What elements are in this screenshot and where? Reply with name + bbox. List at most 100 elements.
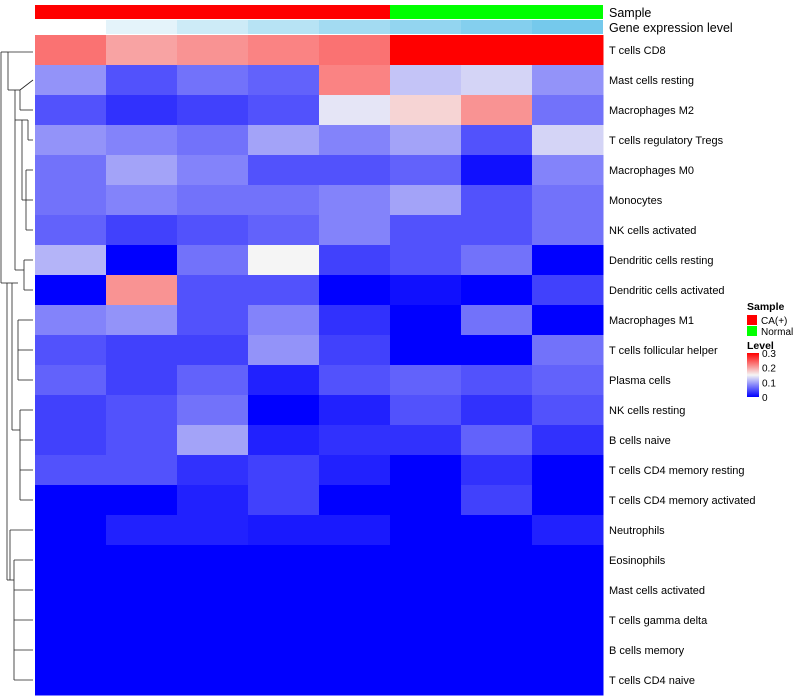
annotation-cell-0-7 [532, 5, 603, 19]
heatmap-cell-8-1 [106, 275, 178, 306]
heatmap-cell-3-2 [177, 125, 249, 156]
heatmap-cell-8-0 [35, 275, 107, 306]
heatmap-cell-2-2 [177, 95, 249, 126]
heatmap-cell-9-6 [461, 305, 533, 336]
heatmap-cell-4-5 [390, 155, 462, 186]
legend-tick: 0 [762, 393, 768, 404]
heatmap-cell-9-7 [532, 305, 604, 336]
heatmap-cell-3-4 [319, 125, 391, 156]
heatmap-cell-6-2 [177, 215, 249, 246]
heatmap-cell-10-7 [532, 335, 604, 366]
heatmap-cell-15-5 [390, 485, 462, 516]
heatmap-cell-2-3 [248, 95, 320, 126]
row-label: Dendritic cells resting [609, 255, 714, 267]
annotation-cell-0-5 [390, 5, 461, 19]
heatmap-cell-15-4 [319, 485, 391, 516]
heatmap-cell-20-6 [461, 635, 533, 666]
heatmap-cell-4-3 [248, 155, 320, 186]
heatmap-cell-10-1 [106, 335, 178, 366]
heatmap-cell-8-3 [248, 275, 320, 306]
heatmap-cell-7-3 [248, 245, 320, 276]
heatmap-cell-4-4 [319, 155, 391, 186]
heatmap-cell-21-1 [106, 665, 178, 696]
heatmap-cell-3-3 [248, 125, 320, 156]
heatmap-cell-7-6 [461, 245, 533, 276]
row-label: Dendritic cells activated [609, 285, 725, 297]
annotation-label-1: Gene expression level [609, 21, 733, 35]
heatmap-cell-21-2 [177, 665, 249, 696]
heatmap-cell-13-2 [177, 425, 249, 456]
legend-level-title: Level [747, 340, 774, 352]
annotation-cell-0-6 [461, 5, 532, 19]
heatmap-cell-17-2 [177, 545, 249, 576]
heatmap-cell-14-4 [319, 455, 391, 486]
heatmap-cell-11-5 [390, 365, 462, 396]
heatmap-cell-5-1 [106, 185, 178, 216]
heatmap-cell-2-4 [319, 95, 391, 126]
row-label: NK cells resting [609, 405, 685, 417]
annotation-cell-1-6 [461, 20, 532, 34]
row-label: T cells gamma delta [609, 615, 708, 627]
row-label: NK cells activated [609, 225, 696, 237]
heatmap-cell-12-7 [532, 395, 604, 426]
heatmap-cell-2-7 [532, 95, 604, 126]
heatmap-cell-21-5 [390, 665, 462, 696]
heatmap-cell-14-3 [248, 455, 320, 486]
heatmap-cell-0-1 [106, 35, 178, 66]
heatmap-cell-0-4 [319, 35, 391, 66]
heatmap-cell-3-5 [390, 125, 462, 156]
heatmap-cell-17-0 [35, 545, 107, 576]
heatmap-cell-12-4 [319, 395, 391, 426]
heatmap-cell-10-4 [319, 335, 391, 366]
heatmap-cell-1-0 [35, 65, 107, 96]
heatmap-cell-0-3 [248, 35, 320, 66]
heatmap-cell-1-7 [532, 65, 604, 96]
heatmap-cell-16-0 [35, 515, 107, 546]
annotation-cell-1-0 [35, 20, 106, 34]
legend-tick: 0.3 [762, 349, 776, 360]
heatmap-cell-21-0 [35, 665, 107, 696]
heatmap-cell-4-6 [461, 155, 533, 186]
heatmap-cell-0-0 [35, 35, 107, 66]
heatmap-cell-15-6 [461, 485, 533, 516]
heatmap-cell-11-3 [248, 365, 320, 396]
row-label: Plasma cells [609, 375, 671, 387]
heatmap-cell-0-5 [390, 35, 462, 66]
heatmap-cell-12-1 [106, 395, 178, 426]
heatmap-cell-0-6 [461, 35, 533, 66]
heatmap-cell-20-0 [35, 635, 107, 666]
legend-tick: 0.2 [762, 364, 776, 375]
heatmap-cell-18-1 [106, 575, 178, 606]
heatmap-cell-17-1 [106, 545, 178, 576]
heatmap-cell-6-5 [390, 215, 462, 246]
annotation-cell-1-5 [390, 20, 461, 34]
heatmap-cell-9-2 [177, 305, 249, 336]
dendrogram-branch [19, 79, 34, 91]
heatmap-cell-20-3 [248, 635, 320, 666]
legend-label: CA(+) [761, 316, 787, 327]
heatmap-cell-17-6 [461, 545, 533, 576]
heatmap-cell-19-4 [319, 605, 391, 636]
heatmap-cell-19-0 [35, 605, 107, 636]
row-label: Mast cells activated [609, 585, 705, 597]
heatmap-cell-3-6 [461, 125, 533, 156]
heatmap-cell-0-7 [532, 35, 604, 66]
heatmap-cell-18-0 [35, 575, 107, 606]
heatmap-cell-3-7 [532, 125, 604, 156]
annotation-cell-0-1 [106, 5, 177, 19]
heatmap-cell-16-7 [532, 515, 604, 546]
heatmap-cell-14-1 [106, 455, 178, 486]
heatmap-cell-21-6 [461, 665, 533, 696]
heatmap-cell-20-4 [319, 635, 391, 666]
heatmap-cell-19-6 [461, 605, 533, 636]
heatmap-cell-8-5 [390, 275, 462, 306]
row-label: Mast cells resting [609, 75, 694, 87]
heatmap-cell-5-5 [390, 185, 462, 216]
annotation-cell-0-0 [35, 5, 106, 19]
heatmap-cell-18-5 [390, 575, 462, 606]
legend-sample-title: Sample [747, 301, 785, 313]
row-dendrogram [0, 51, 34, 681]
heatmap-cell-14-2 [177, 455, 249, 486]
heatmap-cell-10-6 [461, 335, 533, 366]
